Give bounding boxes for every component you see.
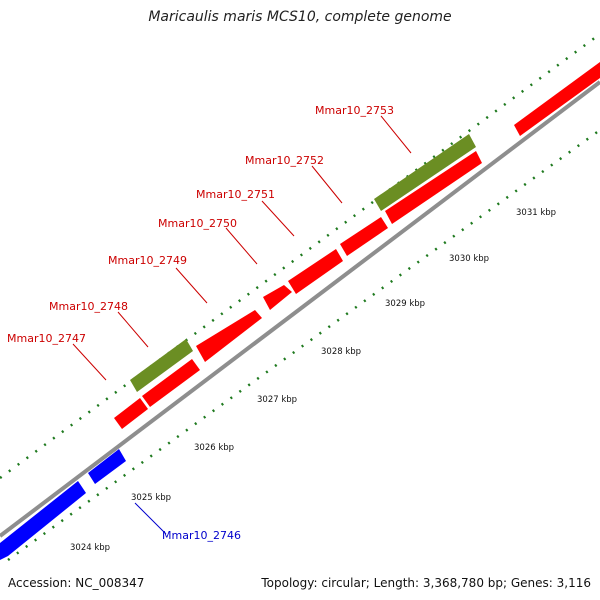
connector-mmar10-2748 [117,311,149,348]
gene-labels: Mmar10_2747 Mmar10_2748 Mmar10_2749 Mmar… [7,104,394,542]
cds-mmar10-2753[interactable] [385,151,482,224]
scale-label: 3028 kbp [321,347,361,357]
cds-mmar10-2747[interactable] [114,398,148,429]
forward-cds-track [114,62,600,429]
cds-mmar10-2746[interactable] [88,449,126,484]
cds-reverse-2[interactable] [0,481,86,560]
cds-edge-segment[interactable] [514,62,600,136]
scale-label: 3025 kbp [131,493,171,503]
scale-label: 3024 kbp [70,543,110,553]
accession-label: Accession: NC_008347 [8,576,145,590]
gene-label[interactable]: Mmar10_2746 [162,529,241,542]
genome-summary: Topology: circular; Length: 3,368,780 bp… [261,576,591,590]
gene-label[interactable]: Mmar10_2749 [108,254,187,267]
connector-mmar10-2746 [134,502,167,535]
genome-backbone [0,80,600,538]
scale-label: 3031 kbp [516,208,556,218]
label-connectors [72,115,412,535]
cds-mmar10-2751[interactable] [288,249,343,294]
scale-label: 3026 kbp [194,443,234,453]
scale-label: 3030 kbp [449,254,489,264]
connector-mmar10-2749 [175,267,208,304]
connector-mmar10-2753 [380,115,412,154]
inner-tick-track [7,128,600,562]
scale-label: 3029 kbp [385,299,425,309]
connector-mmar10-2747 [72,343,107,381]
cds-mmar10-2749[interactable] [196,310,262,362]
connector-mmar10-2752 [311,165,343,204]
cds-mmar10-2750[interactable] [263,285,292,310]
feature-olive-2[interactable] [374,134,476,211]
map-title: Maricaulis maris MCS10, complete genome [148,9,452,25]
connector-mmar10-2750 [225,227,258,265]
gene-label[interactable]: Mmar10_2752 [245,154,324,167]
reverse-cds-track [0,449,126,560]
gene-label[interactable]: Mmar10_2748 [49,300,128,313]
feature-olive-1[interactable] [130,339,193,392]
gene-label[interactable]: Mmar10_2751 [196,188,275,201]
gene-label[interactable]: Mmar10_2750 [158,217,237,230]
other-feature-track [130,134,476,392]
cds-mmar10-2748[interactable] [142,359,200,407]
gene-label[interactable]: Mmar10_2753 [315,104,394,117]
scale-label: 3027 kbp [257,395,297,405]
outer-tick-track [0,32,600,480]
cds-mmar10-2752[interactable] [340,217,388,256]
scale-labels: 3024 kbp 3025 kbp 3026 kbp 3027 kbp 3028… [70,208,556,553]
gene-label[interactable]: Mmar10_2747 [7,332,86,345]
connector-mmar10-2751 [261,200,295,237]
